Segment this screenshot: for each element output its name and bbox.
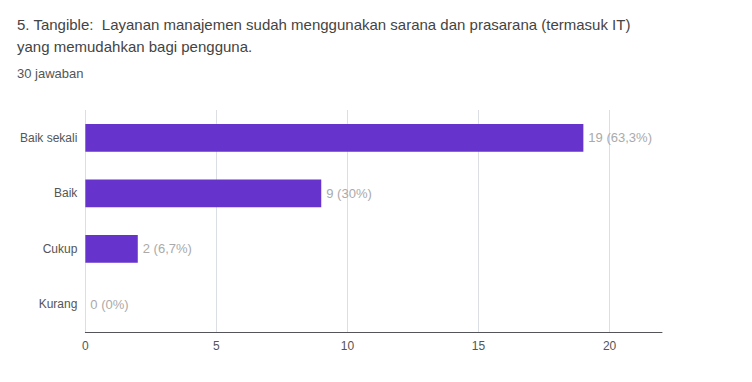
svg-text:5. Tangible: Layanan manajeme: 5. Tangible: Layanan manajemen sudah men… [17, 16, 630, 33]
svg-text:yang memudahkan bagi pengguna.: yang memudahkan bagi pengguna. [17, 38, 252, 55]
svg-text:9 (30%): 9 (30%) [326, 186, 372, 201]
svg-text:0 (0%): 0 (0%) [90, 297, 128, 312]
svg-text:30 jawaban: 30 jawaban [17, 66, 84, 81]
svg-text:19 (63,3%): 19 (63,3%) [588, 130, 652, 145]
svg-text:Kurang: Kurang [39, 297, 78, 311]
svg-text:Cukup: Cukup [43, 242, 78, 256]
svg-text:Baik: Baik [54, 186, 78, 200]
svg-text:15: 15 [472, 339, 486, 353]
svg-text:5: 5 [213, 339, 220, 353]
svg-text:2 (6,7%): 2 (6,7%) [143, 241, 192, 256]
svg-text:0: 0 [82, 339, 89, 353]
svg-text:Baik sekali: Baik sekali [20, 131, 77, 145]
svg-text:10: 10 [341, 339, 355, 353]
svg-text:20: 20 [603, 339, 617, 353]
